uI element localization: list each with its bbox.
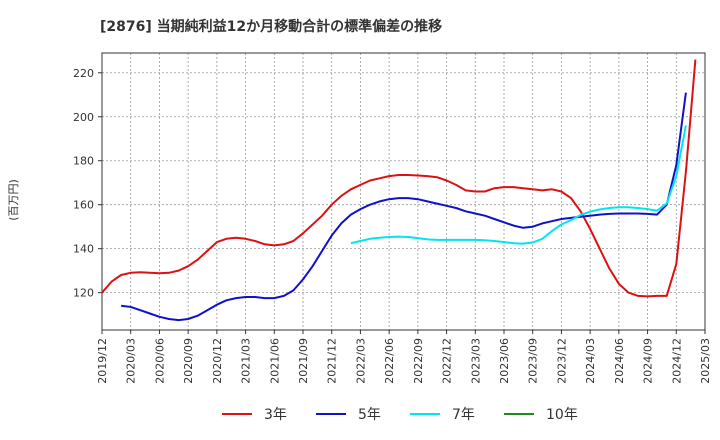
y-axis-label: (百万円) xyxy=(7,179,20,221)
x-tick-label: 2023/03 xyxy=(469,338,482,384)
legend-label-3: 10年 xyxy=(546,407,578,423)
x-tick-label: 2021/03 xyxy=(240,338,253,384)
x-tick-label: 2021/09 xyxy=(297,338,310,384)
y-tick-label: 120 xyxy=(73,287,94,300)
x-tick-label: 2022/03 xyxy=(354,338,367,384)
legend-label-1: 5年 xyxy=(358,407,381,423)
series-lines xyxy=(101,59,697,322)
x-tick-label: 2020/06 xyxy=(153,338,166,384)
y-tick-label: 180 xyxy=(73,155,94,168)
x-tick-label: 2024/09 xyxy=(642,338,655,384)
x-tick-label: 2024/12 xyxy=(670,338,683,384)
y-tick-label: 160 xyxy=(73,199,94,212)
legend-label-0: 3年 xyxy=(264,407,287,423)
y-axis-ticks: 120 140 160 180 200 220 xyxy=(73,67,102,300)
x-tick-label: 2023/06 xyxy=(498,338,511,384)
x-tick-label: 2019/12 xyxy=(96,338,109,384)
x-tick-label: 2020/09 xyxy=(182,338,195,384)
y-tick-label: 200 xyxy=(73,111,94,124)
x-tick-label: 2025/03 xyxy=(699,338,712,384)
x-tick-label: 2024/06 xyxy=(613,338,626,384)
x-tick-label: 2021/12 xyxy=(326,338,339,384)
legend-label-2: 7年 xyxy=(452,407,475,423)
x-tick-label: 2022/06 xyxy=(383,338,396,384)
x-tick-label: 2022/09 xyxy=(412,338,425,384)
x-axis-ticks: 2019/12 2020/03 2020/06 2020/09 2020/12 2021/… xyxy=(96,330,712,384)
x-tick-label: 2022/12 xyxy=(441,338,454,384)
grid xyxy=(102,53,705,330)
y-tick-label: 140 xyxy=(73,243,94,256)
x-tick-label: 2024/03 xyxy=(584,338,597,384)
plot-area-frame xyxy=(101,52,706,331)
x-tick-label: 2021/06 xyxy=(268,338,281,384)
series-line-1 xyxy=(120,92,687,322)
legend: 3年 5年 7年 10年 xyxy=(222,407,578,423)
x-tick-label: 2023/12 xyxy=(555,338,568,384)
x-tick-label: 2023/09 xyxy=(527,338,540,384)
y-tick-label: 220 xyxy=(73,67,94,80)
chart-title: [2876] 当期純利益12か月移動合計の標準偏差の推移 xyxy=(100,18,442,35)
x-tick-label: 2020/12 xyxy=(211,338,224,384)
series-line-2 xyxy=(350,125,687,245)
x-tick-label: 2020/03 xyxy=(125,338,138,384)
series-line-0 xyxy=(101,59,697,298)
